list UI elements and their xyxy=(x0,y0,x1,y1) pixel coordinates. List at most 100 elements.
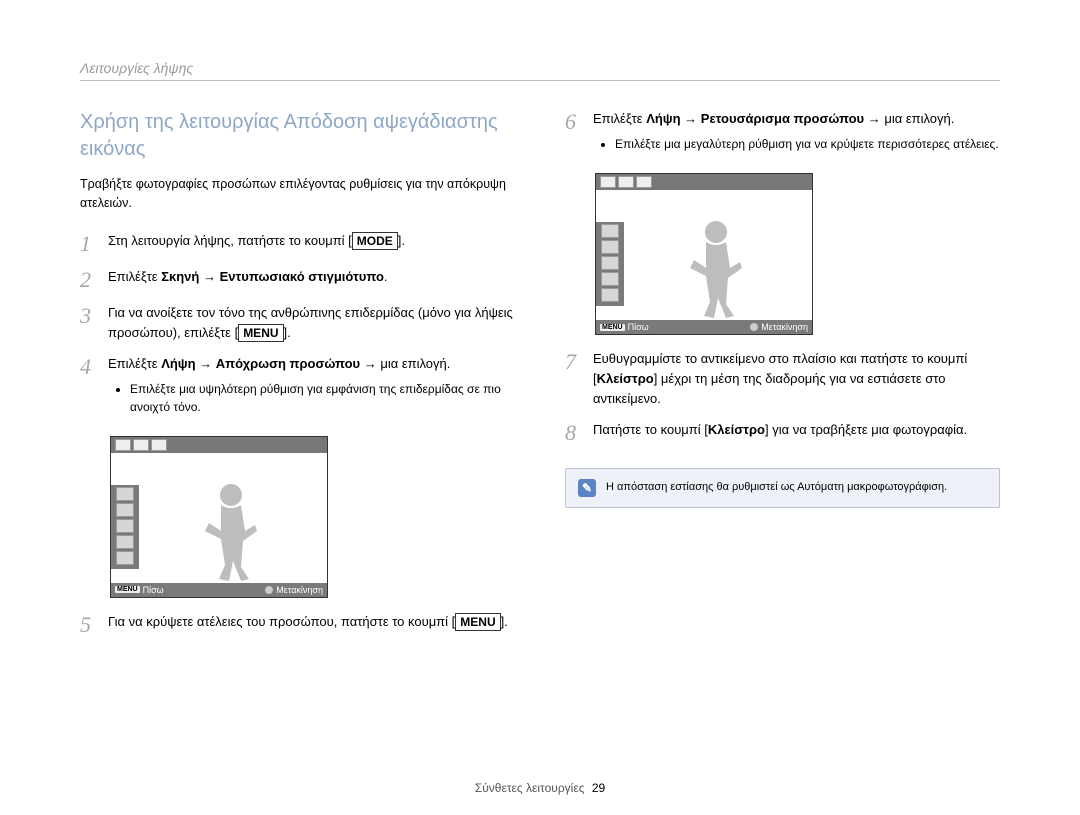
bullet-item: Επιλέξτε μια μεγαλύτερη ρύθμιση για να κ… xyxy=(615,135,999,153)
move-label: Μετακίνηση xyxy=(276,585,323,595)
step-text: ]. xyxy=(501,614,508,629)
step-text: ]. xyxy=(284,325,291,340)
note-pre: Η απόσταση εστίασης θα ρυθμιστεί ως xyxy=(606,481,797,493)
content-columns: Χρήση της λειτουργίας Απόδοση αψεγάδιαστ… xyxy=(80,109,1000,648)
back-group: MENU Πίσω xyxy=(115,585,164,595)
step-body: Για να κρύψετε ατέλειες του προσώπου, πα… xyxy=(108,612,508,638)
page-footer: Σύνθετες λειτουργίες 29 xyxy=(0,781,1080,795)
step-body: Επιλέξτε Λήψη → Απόχρωση προσώπου → μια … xyxy=(108,354,515,426)
arrow: → xyxy=(681,111,701,126)
camera-preview-1: Επίπεδο 2 xyxy=(110,436,328,598)
preview-bottombar: MENU Πίσω Μετακίνηση xyxy=(596,320,812,334)
left-column: Χρήση της λειτουργίας Απόδοση αψεγάδιαστ… xyxy=(80,109,515,648)
menu-chip: MENU xyxy=(115,586,140,593)
breadcrumb: Λειτουργίες λήψης xyxy=(80,60,1000,76)
side-icon xyxy=(601,272,619,286)
bullet-list: Επιλέξτε μια υψηλότερη ρύθμιση για εμφάν… xyxy=(130,380,515,416)
step-text: Επιλέξτε xyxy=(593,111,646,126)
step-text: . xyxy=(384,269,388,284)
step-6: 6 Επιλέξτε Λήψη → Ρετουσάρισμα προσώπου … xyxy=(565,109,1000,163)
step-number: 5 xyxy=(80,612,98,638)
menu-chip: MENU xyxy=(600,324,625,331)
arrow: → xyxy=(196,356,216,371)
side-icon xyxy=(116,487,134,501)
move-group: Μετακίνηση xyxy=(265,585,323,595)
page-number: 29 xyxy=(592,781,605,795)
page: Λειτουργίες λήψης Χρήση της λειτουργίας … xyxy=(0,0,1080,815)
person-silhouette-icon xyxy=(676,218,756,318)
step-8: 8 Πατήστε το κουμπί [Κλείστρο] για να τρ… xyxy=(565,420,1000,446)
step-number: 1 xyxy=(80,231,98,257)
bold-text: Απόχρωση προσώπου xyxy=(216,356,360,371)
bullet-item: Επιλέξτε μια υψηλότερη ρύθμιση για εμφάν… xyxy=(130,380,515,416)
step-4: 4 Επιλέξτε Λήψη → Απόχρωση προσώπου → μι… xyxy=(80,354,515,426)
top-icon xyxy=(600,176,616,188)
step-7: 7 Ευθυγραμμίστε το αντικείμενο στο πλαίσ… xyxy=(565,349,1000,409)
preview-side-icons xyxy=(596,222,624,306)
side-icon xyxy=(601,224,619,238)
section-title: Χρήση της λειτουργίας Απόδοση αψεγάδιαστ… xyxy=(80,109,515,163)
step-body: Ευθυγραμμίστε το αντικείμενο στο πλαίσιο… xyxy=(593,349,1000,409)
step-number: 4 xyxy=(80,354,98,426)
nav-icon xyxy=(750,323,758,331)
step-body: Επιλέξτε Λήψη → Ρετουσάρισμα προσώπου → … xyxy=(593,109,999,163)
step-number: 2 xyxy=(80,267,98,293)
step-text: ] για να τραβήξετε μια φωτογραφία. xyxy=(765,422,967,437)
top-icon xyxy=(115,439,131,451)
bold-text: Σκηνή xyxy=(161,269,199,284)
side-icon xyxy=(116,503,134,517)
side-icon xyxy=(116,519,134,533)
bold-text: Κλείστρο xyxy=(708,422,765,437)
back-label: Πίσω xyxy=(628,322,649,332)
step-number: 7 xyxy=(565,349,583,409)
step-text: ]. xyxy=(398,233,405,248)
info-icon: ✎ xyxy=(578,479,596,497)
note-text: Η απόσταση εστίασης θα ρυθμιστεί ως Αυτό… xyxy=(606,479,947,496)
step-text: Στη λειτουργία λήψης, πατήστε το κουμπί … xyxy=(108,233,352,248)
step-2: 2 Επιλέξτε Σκηνή → Εντυπωσιακό στιγμιότυ… xyxy=(80,267,515,293)
back-group: MENU Πίσω xyxy=(600,322,649,332)
move-label: Μετακίνηση xyxy=(761,322,808,332)
preview-topbar xyxy=(111,437,327,453)
right-column: 6 Επιλέξτε Λήψη → Ρετουσάρισμα προσώπου … xyxy=(565,109,1000,648)
step-body: Επιλέξτε Σκηνή → Εντυπωσιακό στιγμιότυπο… xyxy=(108,267,388,293)
header-rule xyxy=(80,80,1000,81)
step-text: Επιλέξτε xyxy=(108,356,161,371)
side-icon xyxy=(601,288,619,302)
preview-topbar xyxy=(596,174,812,190)
top-icon xyxy=(133,439,149,451)
mode-button-label: MODE xyxy=(352,232,398,250)
top-icon xyxy=(151,439,167,451)
bullet-list: Επιλέξτε μια μεγαλύτερη ρύθμιση για να κ… xyxy=(615,135,999,153)
step-text: Για να ανοίξετε τον τόνο της ανθρώπινης … xyxy=(108,305,513,340)
step-body: Πατήστε το κουμπί [Κλείστρο] για να τραβ… xyxy=(593,420,967,446)
step-text: μια επιλογή. xyxy=(380,356,450,371)
step-body: Στη λειτουργία λήψης, πατήστε το κουμπί … xyxy=(108,231,405,257)
note-post: . xyxy=(944,481,947,493)
preview-side-icons xyxy=(111,485,139,569)
top-icon xyxy=(636,176,652,188)
step-1: 1 Στη λειτουργία λήψης, πατήστε το κουμπ… xyxy=(80,231,515,257)
step-5: 5 Για να κρύψετε ατέλειες του προσώπου, … xyxy=(80,612,515,638)
bold-text: Εντυπωσιακό στιγμιότυπο xyxy=(220,269,384,284)
preview-body xyxy=(111,453,327,583)
preview-body xyxy=(596,190,812,320)
step-text: Για να κρύψετε ατέλειες του προσώπου, πα… xyxy=(108,614,455,629)
menu-button-label: MENU xyxy=(455,613,500,631)
step-number: 8 xyxy=(565,420,583,446)
top-icon xyxy=(618,176,634,188)
intro-text: Τραβήξτε φωτογραφίες προσώπων επιλέγοντα… xyxy=(80,175,515,213)
side-icon xyxy=(601,256,619,270)
step-text: μια επιλογή. xyxy=(884,111,954,126)
arrow: → xyxy=(360,356,380,371)
step-number: 3 xyxy=(80,303,98,343)
step-3: 3 Για να ανοίξετε τον τόνο της ανθρώπινη… xyxy=(80,303,515,343)
menu-button-label: MENU xyxy=(238,324,283,342)
step-number: 6 xyxy=(565,109,583,163)
bold-text: Κλείστρο xyxy=(597,371,654,386)
bold-text: Λήψη xyxy=(646,111,680,126)
step-body: Για να ανοίξετε τον τόνο της ανθρώπινης … xyxy=(108,303,515,343)
step-text: Επιλέξτε xyxy=(108,269,161,284)
move-group: Μετακίνηση xyxy=(750,322,808,332)
back-label: Πίσω xyxy=(143,585,164,595)
